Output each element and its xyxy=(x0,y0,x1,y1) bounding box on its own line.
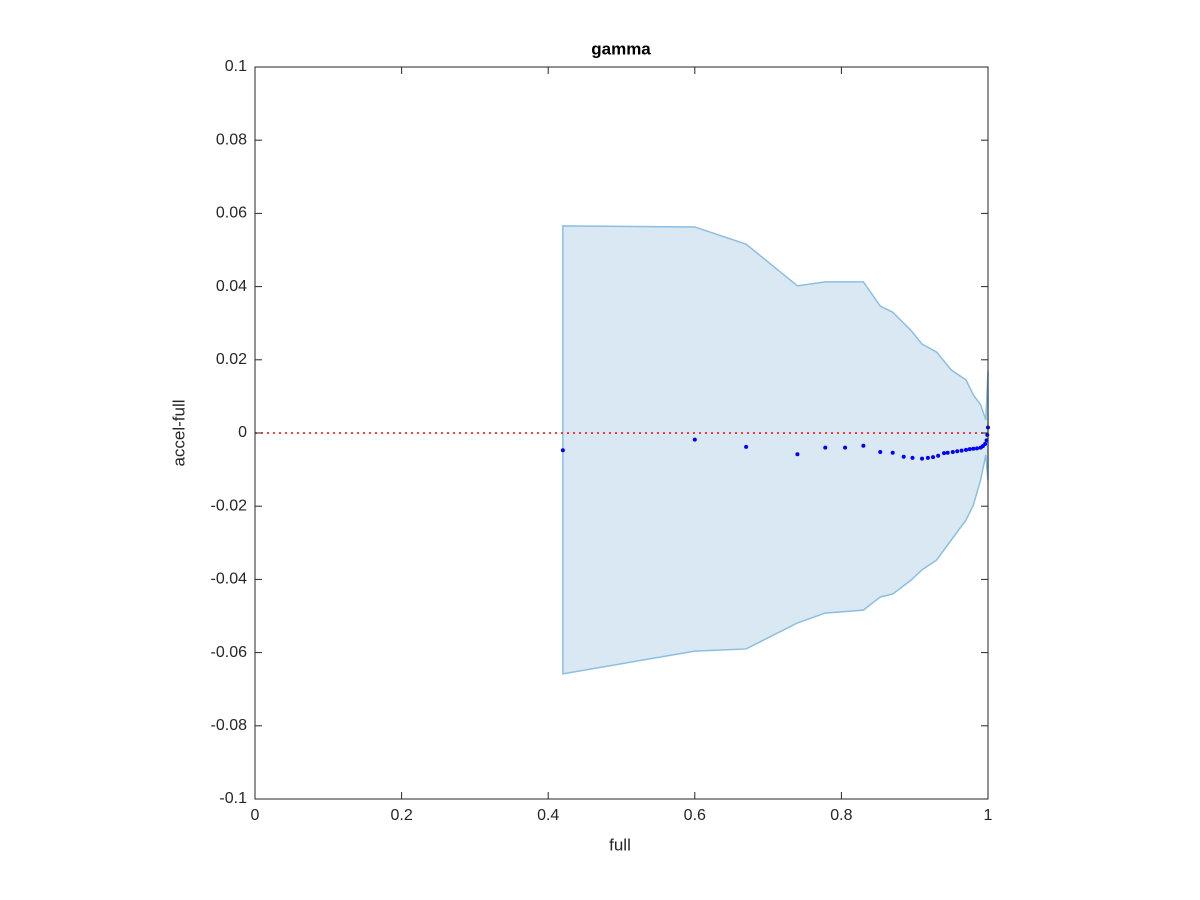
chart-title: gamma xyxy=(591,39,651,58)
data-point xyxy=(936,453,941,458)
y-tick-label: -0.04 xyxy=(211,571,248,588)
y-tick-label: 0 xyxy=(238,424,247,441)
data-point xyxy=(945,450,950,455)
data-point xyxy=(843,445,848,450)
x-axis-label: full xyxy=(609,835,631,854)
x-tick-label: 1 xyxy=(984,807,993,824)
y-tick-label: -0.06 xyxy=(211,644,248,661)
data-point xyxy=(920,456,925,461)
x-tick-label: 0 xyxy=(251,807,260,824)
data-point xyxy=(744,444,749,449)
y-tick-label: -0.08 xyxy=(211,717,248,734)
data-point xyxy=(901,454,906,459)
data-point xyxy=(964,447,969,452)
y-tick-label: 0.08 xyxy=(216,131,247,148)
x-tick-label: 0.8 xyxy=(830,807,852,824)
y-tick-label: -0.02 xyxy=(211,497,248,514)
x-tick-label: 0.4 xyxy=(537,807,559,824)
data-point xyxy=(983,441,988,446)
x-tick-label: 0.6 xyxy=(684,807,706,824)
x-tick-label: 0.2 xyxy=(390,807,412,824)
data-point xyxy=(955,449,960,454)
data-point xyxy=(975,446,980,451)
data-point xyxy=(861,443,866,448)
data-point xyxy=(878,450,883,455)
data-point xyxy=(823,445,828,450)
data-point xyxy=(795,452,800,457)
y-tick-label: 0.06 xyxy=(216,205,247,222)
data-point xyxy=(692,437,697,442)
data-point xyxy=(890,450,895,455)
y-tick-label: 0.02 xyxy=(216,351,247,368)
data-point xyxy=(971,446,976,451)
data-point xyxy=(950,450,955,455)
y-tick-label: -0.1 xyxy=(219,790,247,807)
data-point xyxy=(931,455,936,460)
data-point xyxy=(925,455,930,460)
y-tick-label: 0.1 xyxy=(225,58,247,75)
y-tick-label: 0.04 xyxy=(216,278,247,295)
data-point xyxy=(910,455,915,460)
data-point xyxy=(967,447,972,452)
y-axis-label: accel-full xyxy=(169,399,188,466)
data-point xyxy=(959,448,964,453)
data-point xyxy=(560,448,565,453)
data-point xyxy=(942,451,947,456)
